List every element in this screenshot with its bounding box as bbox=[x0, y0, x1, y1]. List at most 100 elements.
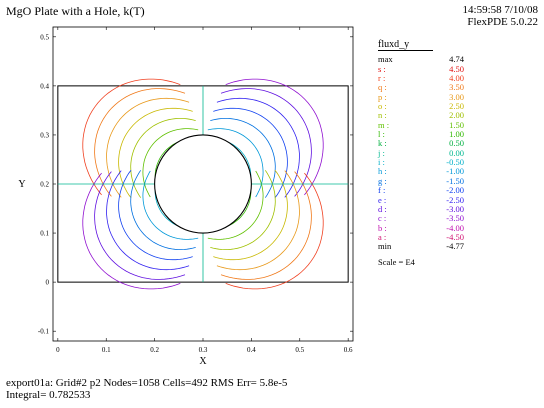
legend-level-name: p : bbox=[378, 91, 387, 102]
contour-line bbox=[94, 171, 186, 280]
x-tick-label: 0.1 bbox=[102, 346, 111, 354]
legend-level-name: m : bbox=[378, 119, 390, 130]
legend-level-name: n : bbox=[378, 110, 387, 121]
legend-level-value: 0.00 bbox=[449, 147, 464, 158]
legend-rows: max 4.74 s : 4.50 r : 4.00 q : 3.50 p : 3.00 o : 2.… bbox=[378, 54, 538, 252]
legend-level-name: h : bbox=[378, 166, 387, 177]
legend-entry: min -4.77 bbox=[378, 241, 538, 252]
legend-level-value: -4.77 bbox=[446, 241, 464, 252]
contour-line bbox=[118, 107, 193, 199]
legend-level-name: q : bbox=[378, 82, 387, 93]
contour-line bbox=[225, 78, 324, 196]
legend-entry: n : 2.00 bbox=[378, 110, 538, 121]
legend-entry: m : 1.50 bbox=[378, 119, 538, 130]
y-tick-label: 0.1 bbox=[40, 230, 49, 238]
legend-entry: h : -1.00 bbox=[378, 166, 538, 177]
legend-level-name: e : bbox=[378, 194, 387, 205]
legend-entry: a : -4.50 bbox=[378, 231, 538, 242]
contour-line bbox=[210, 118, 276, 198]
y-tick-label: 0.3 bbox=[40, 131, 49, 139]
x-tick-label: 0 bbox=[56, 346, 60, 354]
contour-line bbox=[142, 170, 199, 240]
legend-entry: p : 3.00 bbox=[378, 91, 538, 102]
x-tick-label: 0.6 bbox=[344, 346, 353, 354]
legend-level-value: -3.50 bbox=[446, 213, 464, 224]
legend-level-name: o : bbox=[378, 101, 387, 112]
contour-line bbox=[216, 170, 300, 271]
legend-level-value: -3.00 bbox=[446, 203, 464, 214]
contour-line bbox=[142, 128, 199, 198]
plot-title: MgO Plate with a Hole, k(T) bbox=[6, 4, 145, 18]
legend-level-value: 4.74 bbox=[449, 54, 464, 65]
legend-entry: d : -3.00 bbox=[378, 203, 538, 214]
legend-entry: s : 4.50 bbox=[378, 63, 538, 74]
legend-level-value: 3.50 bbox=[449, 82, 464, 93]
legend-entry: k : 0.50 bbox=[378, 138, 538, 149]
legend-entry: c : -3.50 bbox=[378, 213, 538, 224]
contour-line bbox=[220, 88, 312, 197]
legend-entry: f : -2.00 bbox=[378, 185, 538, 196]
legend-level-name: s : bbox=[378, 63, 386, 74]
legend-level-name: min bbox=[378, 241, 392, 252]
legend-entry: j : 0.00 bbox=[378, 147, 538, 158]
contour-line bbox=[207, 170, 264, 240]
legend-entry: max 4.74 bbox=[378, 54, 538, 65]
x-axis-label: X bbox=[199, 356, 207, 367]
legend-entry: e : -2.50 bbox=[378, 194, 538, 205]
legend-level-value: -4.50 bbox=[446, 231, 464, 242]
version-label: FlexPDE 5.0.22 bbox=[467, 16, 538, 28]
legend-level-value: 1.00 bbox=[449, 129, 464, 140]
legend-level-name: f : bbox=[378, 185, 386, 196]
legend-level-value: -0.50 bbox=[446, 157, 464, 168]
contour-line bbox=[82, 78, 181, 196]
timestamp: 14:59:58 7/10/08 bbox=[462, 4, 538, 16]
legend-entry: q : 3.50 bbox=[378, 82, 538, 93]
run-info: export01a: Grid#2 p2 Nodes=1058 Cells=49… bbox=[6, 377, 288, 389]
legend-level-name: a : bbox=[378, 231, 387, 242]
legend-scale: Scale = E4 bbox=[378, 256, 415, 267]
x-tick-label: 0.2 bbox=[150, 346, 159, 354]
legend-level-name: d : bbox=[378, 203, 387, 214]
integral-value: Integral= 0.782533 bbox=[6, 389, 91, 401]
legend-entry: b : -4.00 bbox=[378, 222, 538, 233]
legend-level-value: -1.50 bbox=[446, 175, 464, 186]
run-summary: export01a: Grid#2 p2 Nodes=1058 Cells=49… bbox=[6, 377, 287, 401]
legend-level-value: -1.00 bbox=[446, 166, 464, 177]
y-tick-label: 0.2 bbox=[40, 181, 49, 189]
x-tick-label: 0.3 bbox=[199, 346, 208, 354]
legend-level-name: i : bbox=[378, 157, 385, 168]
legend-level-value: 3.00 bbox=[449, 91, 464, 102]
legend-level-name: k : bbox=[378, 138, 387, 149]
contour-line bbox=[130, 170, 196, 250]
legend-level-name: g : bbox=[378, 175, 387, 186]
contour-line bbox=[94, 88, 186, 197]
legend-level-value: 2.50 bbox=[449, 101, 464, 112]
y-tick-label: 0.4 bbox=[40, 82, 49, 90]
contour-line bbox=[207, 128, 264, 198]
legend-title: fluxd_y bbox=[378, 39, 434, 51]
legend-entry: l : 1.00 bbox=[378, 129, 538, 140]
y-axis-label: Y bbox=[18, 179, 25, 190]
legend-entry: i : -0.50 bbox=[378, 157, 538, 168]
legend-level-value: 1.50 bbox=[449, 119, 464, 130]
legend-level-name: b : bbox=[378, 222, 387, 233]
contour-line bbox=[213, 169, 288, 261]
x-tick-label: 0.5 bbox=[295, 346, 304, 354]
legend-level-value: -4.00 bbox=[446, 222, 464, 233]
legend-entry: r : 4.00 bbox=[378, 73, 538, 84]
contour-line bbox=[225, 172, 324, 290]
legend-level-value: 2.00 bbox=[449, 110, 464, 121]
contour-line bbox=[106, 170, 190, 271]
hole-boundary bbox=[154, 134, 252, 234]
y-tick-label: -0.1 bbox=[38, 328, 50, 336]
y-tick-label: 0 bbox=[46, 279, 50, 287]
legend-level-name: max bbox=[378, 54, 393, 65]
legend-level-value: 4.00 bbox=[449, 73, 464, 84]
contour-line bbox=[82, 172, 181, 290]
contour-line bbox=[130, 118, 196, 198]
contour-line bbox=[220, 171, 312, 280]
legend-level-name: l : bbox=[378, 129, 385, 140]
legend-level-value: -2.00 bbox=[446, 185, 464, 196]
legend-level-value: 4.50 bbox=[449, 63, 464, 74]
